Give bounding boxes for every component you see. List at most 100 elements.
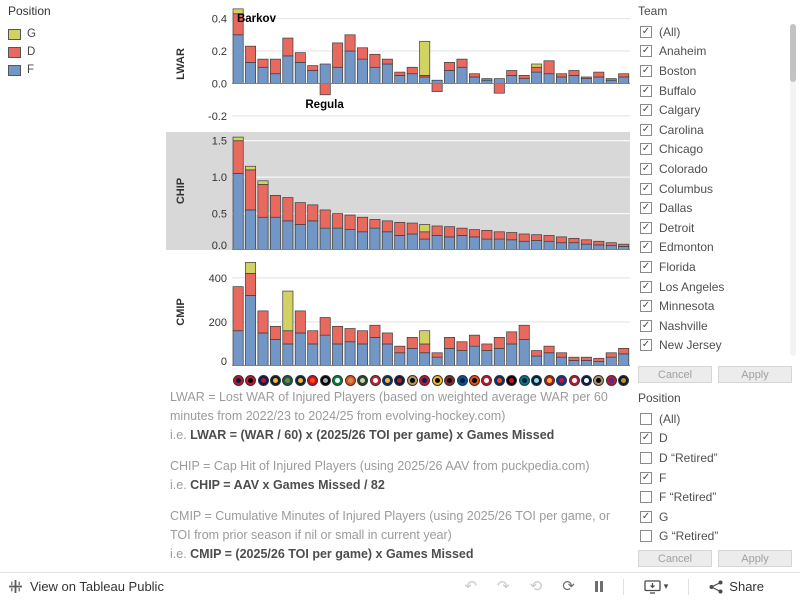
filter-item-f[interactable]: ✓ F (638, 468, 796, 488)
pause-icon[interactable] (594, 581, 603, 592)
checkbox-checked[interactable]: ✓ (640, 64, 652, 77)
bar-segment-D[interactable] (332, 42, 344, 68)
bar-segment-F[interactable] (232, 330, 244, 366)
filter-item-nashville[interactable]: ✓ Nashville (638, 316, 786, 336)
bar-segment-F[interactable] (531, 71, 543, 84)
filter-item-detroit[interactable]: ✓ Detroit (638, 218, 786, 238)
bar-segment-D[interactable] (543, 345, 555, 354)
bar-segment-G[interactable] (232, 8, 244, 15)
filter-item-new-jersey[interactable]: ✓ New Jersey (638, 336, 786, 356)
team-logo[interactable] (431, 375, 443, 386)
bar-segment-F[interactable] (294, 62, 306, 84)
scrollbar-thumb[interactable] (790, 24, 796, 82)
legend-item-f[interactable]: F (8, 61, 51, 79)
bar-segment-F[interactable] (543, 73, 555, 84)
bar-segment-D[interactable] (344, 328, 356, 343)
bar-segment-D[interactable] (444, 226, 456, 238)
bar-segment-D[interactable] (481, 78, 493, 81)
bar-segment-D[interactable] (232, 286, 244, 332)
bar-segment-D[interactable] (605, 242, 617, 246)
checkbox-unchecked[interactable] (640, 491, 652, 504)
bar-segment-D[interactable] (456, 227, 468, 236)
bar-segment-D[interactable] (269, 195, 281, 218)
bar-segment-D[interactable] (580, 239, 592, 245)
bar-segment-F[interactable] (618, 76, 630, 84)
bar-segment-F[interactable] (543, 352, 555, 366)
bar-segment-F[interactable] (531, 240, 543, 250)
redo-icon[interactable]: ↷ (497, 578, 510, 595)
bar-segment-G[interactable] (245, 262, 257, 274)
checkbox-checked[interactable]: ✓ (640, 25, 652, 38)
share-button[interactable]: Share (709, 579, 764, 594)
team-logo[interactable] (232, 375, 244, 386)
filter-item-carolina[interactable]: ✓ Carolina (638, 120, 786, 140)
checkbox-checked[interactable]: ✓ (640, 143, 652, 156)
bar-segment-G[interactable] (419, 224, 431, 233)
cmip-chart[interactable]: 400 200 0 (196, 258, 630, 366)
checkbox-checked[interactable]: ✓ (640, 510, 652, 523)
bar-segment-F[interactable] (369, 336, 381, 366)
team-logo[interactable] (332, 375, 344, 386)
bar-segment-D[interactable] (369, 53, 381, 68)
filter-item-g-retired[interactable]: G “Retired” (638, 527, 796, 547)
team-apply-button[interactable]: Apply (718, 366, 792, 383)
bar-segment-D[interactable] (618, 243, 630, 247)
bar-segment-F[interactable] (245, 209, 257, 250)
checkbox-checked[interactable]: ✓ (640, 104, 652, 117)
bar-segment-F[interactable] (456, 235, 468, 250)
bar-segment-D[interactable] (618, 348, 630, 355)
bar-segment-D[interactable] (232, 140, 244, 174)
bar-segment-D[interactable] (531, 350, 543, 357)
bar-segment-D[interactable] (332, 213, 344, 229)
checkbox-checked[interactable]: ✓ (640, 241, 652, 254)
bar-segment-D[interactable] (357, 330, 368, 345)
filter-item-minnesota[interactable]: ✓ Minnesota (638, 296, 786, 316)
filter-item-los-angeles[interactable]: ✓ Los Angeles (638, 277, 786, 297)
bar-segment-D[interactable] (319, 83, 331, 96)
team-logo[interactable] (369, 375, 381, 386)
bar-segment-F[interactable] (294, 224, 306, 250)
team-logo[interactable] (381, 375, 393, 386)
bar-segment-F[interactable] (444, 348, 456, 366)
bar-segment-F[interactable] (394, 352, 406, 366)
bar-segment-D[interactable] (556, 352, 567, 358)
team-logo[interactable] (543, 375, 555, 386)
bar-segment-F[interactable] (332, 343, 344, 366)
team-logo[interactable] (481, 375, 493, 386)
bar-segment-D[interactable] (257, 310, 269, 334)
bar-segment-D[interactable] (518, 233, 530, 242)
bar-segment-F[interactable] (419, 238, 431, 250)
bar-segment-D[interactable] (394, 221, 406, 236)
bar-segment-D[interactable] (282, 37, 294, 57)
filter-item-chicago[interactable]: ✓ Chicago (638, 140, 786, 160)
checkbox-checked[interactable]: ✓ (640, 182, 652, 195)
position-apply-button[interactable]: Apply (718, 550, 792, 568)
bar-segment-D[interactable] (419, 231, 431, 240)
team-logo[interactable] (531, 375, 543, 386)
bar-segment-F[interactable] (531, 355, 543, 366)
bar-segment-D[interactable] (381, 332, 393, 345)
checkbox-checked[interactable]: ✓ (640, 45, 652, 58)
checkbox-checked[interactable]: ✓ (640, 162, 652, 175)
bar-segment-F[interactable] (543, 240, 555, 250)
bar-segment-F[interactable] (580, 78, 592, 84)
bar-segment-F[interactable] (257, 332, 269, 366)
bar-segment-F[interactable] (593, 76, 605, 84)
filter-item-all[interactable]: ✓ (All) (638, 22, 786, 42)
team-logo[interactable] (419, 375, 431, 386)
bar-segment-F[interactable] (344, 50, 356, 84)
checkbox-checked[interactable]: ✓ (640, 123, 652, 136)
bar-segment-F[interactable] (357, 58, 368, 84)
filter-item-d-retired[interactable]: D “Retired” (638, 448, 796, 468)
checkbox-unchecked[interactable] (640, 451, 652, 464)
checkbox-checked[interactable]: ✓ (640, 300, 652, 313)
filter-item-buffalo[interactable]: ✓ Buffalo (638, 81, 786, 101)
bar-segment-D[interactable] (431, 225, 443, 236)
bar-segment-F[interactable] (468, 76, 480, 84)
bar-segment-F[interactable] (568, 242, 580, 250)
bar-segment-D[interactable] (357, 216, 368, 233)
team-logo[interactable] (444, 375, 456, 386)
team-logo[interactable] (456, 375, 468, 386)
team-logo[interactable] (580, 375, 592, 386)
bar-segment-G[interactable] (531, 63, 543, 68)
